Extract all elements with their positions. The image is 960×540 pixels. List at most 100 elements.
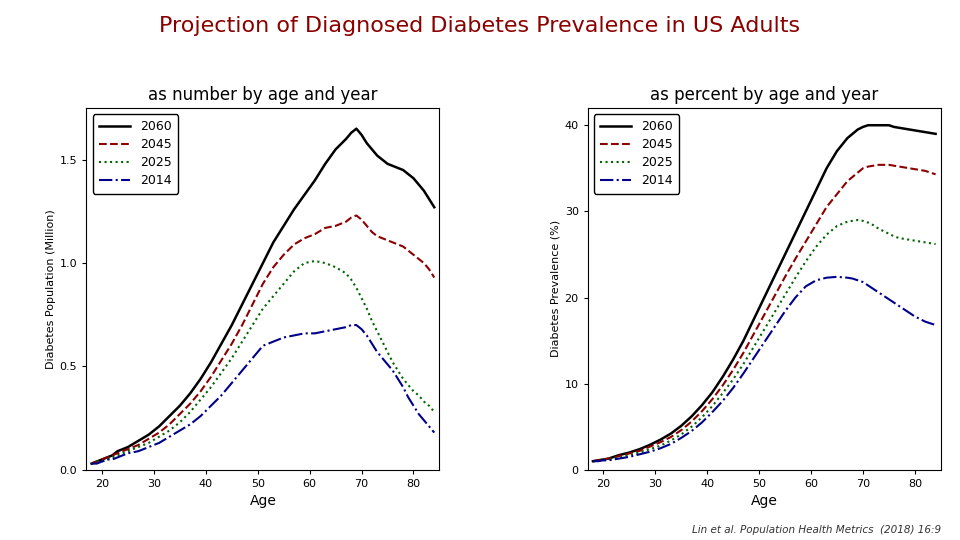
2025 — [288, 268, 300, 274]
2045 — [888, 163, 900, 169]
2045 — [685, 418, 697, 425]
2060 — [821, 165, 832, 172]
2014 — [883, 296, 895, 302]
2045 — [402, 247, 414, 254]
2014 — [419, 417, 430, 423]
2025 — [592, 458, 604, 464]
2014 — [909, 313, 921, 320]
2060 — [107, 452, 118, 458]
2045 — [831, 191, 843, 198]
2014 — [428, 429, 440, 436]
2025 — [122, 448, 133, 455]
2014 — [608, 456, 619, 463]
2014 — [330, 326, 342, 333]
2014 — [920, 319, 931, 325]
2025 — [205, 384, 217, 390]
2060 — [350, 125, 362, 132]
2045 — [930, 171, 942, 178]
2045 — [769, 293, 780, 299]
2045 — [195, 388, 206, 395]
Text: Projection of Diagnosed Diabetes Prevalence in US Adults: Projection of Diagnosed Diabetes Prevale… — [159, 16, 801, 36]
2014 — [393, 376, 404, 382]
2045 — [257, 280, 269, 287]
2014 — [800, 283, 811, 289]
2045 — [299, 235, 310, 241]
2014 — [376, 355, 388, 361]
2045 — [924, 170, 936, 176]
2060 — [707, 389, 718, 395]
Line: 2060: 2060 — [91, 129, 434, 464]
2025 — [920, 239, 931, 246]
2025 — [257, 305, 269, 312]
2014 — [122, 450, 133, 456]
2045 — [847, 174, 858, 180]
2045 — [423, 266, 435, 273]
2025 — [154, 434, 165, 440]
2014 — [102, 456, 113, 463]
2025 — [346, 276, 357, 283]
2045 — [419, 260, 430, 266]
2045 — [780, 274, 791, 280]
2014 — [174, 427, 185, 434]
2060 — [397, 167, 409, 173]
2045 — [143, 436, 155, 442]
2060 — [247, 280, 258, 287]
2045 — [623, 450, 635, 457]
2025 — [821, 231, 832, 238]
2045 — [387, 239, 398, 246]
2045 — [800, 238, 811, 245]
2045 — [821, 204, 832, 210]
2045 — [107, 452, 118, 458]
2014 — [346, 322, 357, 328]
2014 — [821, 274, 832, 281]
2014 — [236, 367, 248, 374]
2060 — [924, 130, 936, 136]
2060 — [758, 294, 770, 301]
2025 — [247, 322, 258, 328]
2025 — [737, 361, 749, 367]
2025 — [831, 223, 843, 230]
2060 — [356, 132, 368, 138]
2045 — [597, 456, 609, 463]
2045 — [920, 167, 931, 174]
2060 — [428, 204, 440, 211]
2045 — [288, 241, 300, 248]
2014 — [655, 445, 666, 451]
2025 — [909, 238, 921, 244]
2060 — [644, 442, 656, 448]
2014 — [758, 339, 770, 346]
2060 — [613, 452, 625, 458]
2060 — [588, 458, 599, 464]
2045 — [852, 170, 863, 176]
2060 — [737, 338, 749, 344]
2025 — [603, 456, 614, 463]
2025 — [868, 222, 879, 228]
2025 — [111, 452, 123, 458]
2060 — [888, 124, 900, 130]
2014 — [914, 316, 925, 322]
2014 — [299, 330, 310, 336]
2025 — [852, 217, 863, 223]
2060 — [419, 187, 430, 194]
2025 — [330, 264, 342, 271]
2014 — [111, 454, 123, 461]
2045 — [122, 446, 133, 453]
2060 — [268, 239, 279, 246]
2025 — [665, 437, 677, 444]
2014 — [852, 277, 863, 284]
2014 — [408, 402, 420, 409]
2014 — [382, 361, 394, 368]
2014 — [366, 340, 377, 347]
2014 — [790, 294, 802, 301]
2025 — [320, 260, 331, 266]
2014 — [184, 421, 196, 428]
2045 — [413, 255, 424, 262]
2060 — [728, 356, 739, 363]
X-axis label: Age: Age — [751, 495, 778, 508]
2014 — [195, 413, 206, 419]
2060 — [164, 413, 176, 419]
2014 — [707, 409, 718, 415]
2060 — [920, 129, 931, 136]
2045 — [909, 166, 921, 172]
2060 — [393, 165, 404, 171]
